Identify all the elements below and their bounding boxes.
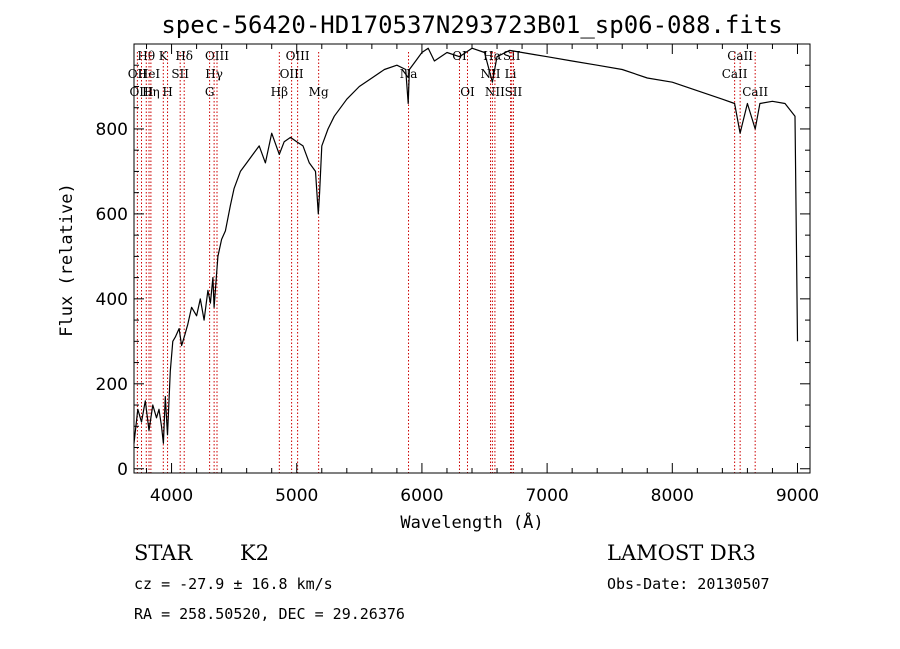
x-tick-label: 9000 bbox=[776, 486, 819, 506]
line-marker-label: Na bbox=[400, 67, 418, 81]
line-marker-label: OIII bbox=[129, 85, 153, 99]
line-marker-label: CaII bbox=[742, 85, 768, 99]
line-marker-label: OIII bbox=[280, 67, 304, 81]
axis-ticks: 4000 5000 6000 7000 8000 9000 0 200 400 600 800 bbox=[96, 44, 819, 506]
line-marker-label: Hθ bbox=[137, 49, 155, 63]
line-marker-label: H bbox=[162, 85, 172, 99]
line-marker-label: OII bbox=[128, 67, 148, 81]
line-marker-label: G bbox=[205, 85, 215, 99]
line-marker-label: SII bbox=[503, 49, 521, 63]
x-axis-label: Wavelength (Å) bbox=[400, 511, 543, 533]
line-marker-label: CaII bbox=[722, 67, 748, 81]
flux-series bbox=[133, 47, 799, 444]
x-tick-label: 6000 bbox=[400, 486, 443, 506]
object-class: STAR bbox=[134, 541, 193, 565]
object-subclass: K2 bbox=[240, 541, 269, 565]
line-marker-label: NII bbox=[485, 85, 505, 99]
line-marker-label: SII bbox=[171, 67, 189, 81]
x-tick-label: 5000 bbox=[275, 486, 318, 506]
line-marker-label: Mg bbox=[309, 85, 329, 99]
line-marker-label: Hγ bbox=[205, 67, 223, 81]
y-axis-label: Flux (relative) bbox=[57, 183, 77, 337]
line-marker-label: K bbox=[159, 49, 169, 63]
redshift-cz: cz = -27.9 ± 16.8 km/s bbox=[134, 575, 333, 593]
chart-title: spec-56420-HD170537N293723B01_sp06-088.f… bbox=[161, 11, 782, 39]
y-tick-label: 400 bbox=[96, 290, 128, 310]
line-marker-label: OIII bbox=[286, 49, 310, 63]
flux-line bbox=[133, 47, 799, 444]
x-tick-label: 4000 bbox=[150, 486, 193, 506]
x-tick-label: 7000 bbox=[525, 486, 568, 506]
line-marker-label: Hβ bbox=[271, 85, 288, 99]
x-tick-label: 8000 bbox=[651, 486, 694, 506]
line-marker-label: Hδ bbox=[175, 49, 193, 63]
ra-dec-coordinates: RA = 258.50520, DEC = 29.26376 bbox=[134, 605, 405, 623]
line-marker-label: SII bbox=[505, 85, 523, 99]
line-marker-label: OI bbox=[460, 85, 475, 99]
y-tick-label: 800 bbox=[96, 120, 128, 140]
line-marker-label: HeI bbox=[138, 67, 161, 81]
line-marker-label: Hη bbox=[142, 85, 160, 99]
y-tick-label: 600 bbox=[96, 205, 128, 225]
observation-date: Obs-Date: 20130507 bbox=[607, 575, 770, 593]
line-marker-label: OIII bbox=[205, 49, 229, 63]
plot-frame bbox=[133, 43, 811, 474]
survey-name: LAMOST DR3 bbox=[607, 541, 756, 565]
line-marker-label: CaII bbox=[727, 49, 753, 63]
y-tick-label: 0 bbox=[117, 460, 128, 480]
y-tick-label: 200 bbox=[96, 375, 128, 395]
spectral-line-markers: Hθ OII OIII K HeI Hη SII H Hδ OIII Hγ G Hβ OIII OIII Mg… bbox=[128, 49, 768, 473]
line-marker-label: Li bbox=[505, 67, 517, 81]
